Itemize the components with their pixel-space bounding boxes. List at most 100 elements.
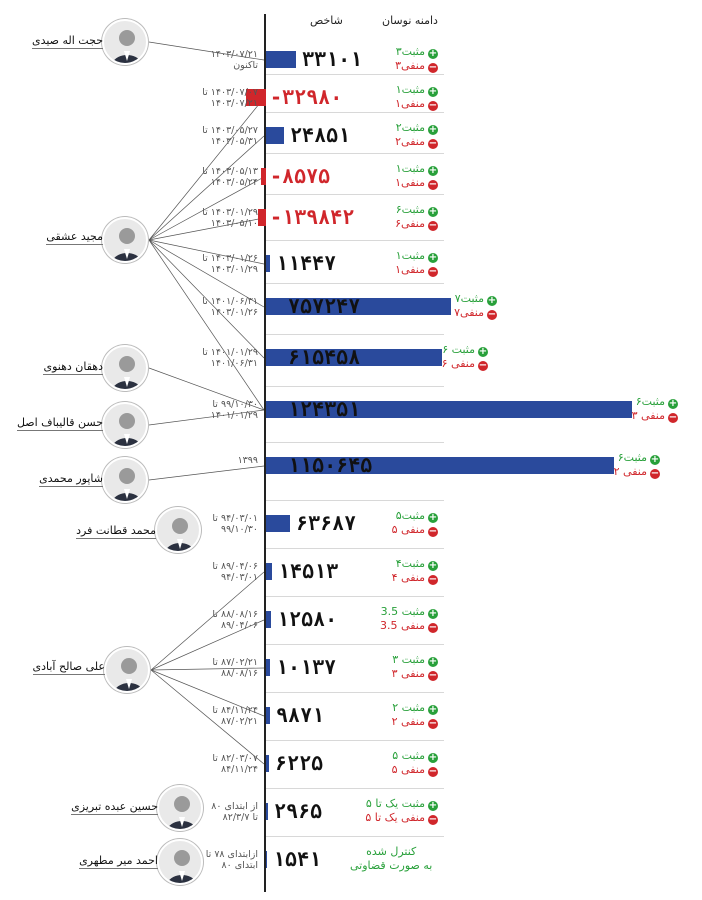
fluctuation-range: کنترل شده به صورت قضاوتی — [350, 845, 432, 873]
person-name: علی صالح آبادی — [32, 660, 105, 675]
connector-line — [150, 669, 265, 765]
minus-icon: − — [428, 718, 438, 729]
index-column-header: شاخص — [310, 14, 343, 27]
fluctuation-range: +مثبت۱ −منفی۱ — [358, 162, 438, 190]
connector-line — [148, 465, 265, 481]
negative-range-text: منفی۱ — [395, 97, 425, 110]
period-line: ۸۸/۰۸/۱۶ — [220, 668, 258, 679]
plus-icon: + — [428, 608, 438, 619]
fluctuation-range: +مثبت۳ −منفی۳ — [358, 45, 438, 73]
row-separator — [266, 334, 444, 335]
fluctuation-range: +مثبت۶ −منفی ۲ — [580, 451, 660, 479]
plus-icon: + — [478, 346, 488, 357]
period-line: ۱۴۰۳/۰۵/۱۳ تا — [202, 166, 258, 177]
row-separator — [266, 74, 444, 75]
fluctuation-range: +مثبت۵ −منفی ۵ — [358, 509, 438, 537]
positive-range-text: مثبت۷ — [454, 292, 484, 305]
plus-icon: + — [428, 86, 438, 97]
fluctuation-range: +مثبت۲ −منفی۲ — [358, 121, 438, 149]
positive-range-text: مثبت ۲ — [392, 701, 425, 714]
minus-icon: − — [428, 670, 438, 681]
bar — [266, 298, 451, 315]
fluctuation-range: +مثبت ۵ −منفی ۵ — [358, 749, 438, 777]
period-label: ۱۴۰۳/۰۱/۲۶ تا ۱۴۰۳/۰۱/۲۹ — [202, 253, 258, 275]
negative-range: −منفی۶ — [358, 217, 438, 231]
bar-value-label: -۱۳۹۸۴۲ — [270, 205, 355, 229]
bar — [266, 611, 271, 628]
period-line: ۸۸/۰۸/۱۶ تا — [212, 609, 258, 620]
positive-range: +مثبت۶ — [580, 451, 660, 465]
connector-line — [148, 176, 265, 241]
bar-value-label: ۹۸۷۱ — [276, 703, 325, 727]
row-separator — [266, 194, 444, 195]
negative-range-text: منفی۷ — [454, 306, 484, 319]
connector-line — [148, 239, 265, 265]
period-label: ۱۴۰۳/۰۷/۲۱ تاکنون — [211, 49, 258, 71]
negative-range-text: منفی۳ — [395, 59, 425, 72]
period-line: ۱۴۰۳/۰۵/۲۷ تا — [202, 125, 258, 136]
positive-range-text: مثبت۱ — [395, 162, 425, 175]
bar — [266, 803, 268, 820]
negative-range: −منفی ۳ — [358, 667, 438, 681]
negative-range-text: منفی ۲ — [391, 715, 425, 728]
positive-range: +مثبت۶ — [598, 395, 678, 409]
person-name: دهقان دهنوی — [43, 360, 103, 375]
fluctuation-range: +مثبت۱ −منفی۱ — [358, 83, 438, 111]
bar — [266, 255, 270, 272]
person-name: حسین عبده تبریزی — [71, 800, 158, 815]
period-label: ۱۴۰۳/۰۵/۲۷ تا ۱۴۰۳/۰۵/۳۱ — [202, 125, 258, 147]
negative-range-text: منفی ۳ — [631, 409, 665, 422]
period-line: از ابتدای ۸۰ — [211, 801, 258, 812]
minus-icon: − — [487, 309, 497, 320]
plus-icon: + — [428, 560, 438, 571]
negative-range: −منفی ۴ — [358, 571, 438, 585]
positive-range-text: مثبت ۵ — [392, 749, 425, 762]
positive-range-text: مثبت۲ — [395, 121, 425, 134]
negative-range: −منفی۷ — [417, 306, 497, 320]
negative-range-text: منفی ۶ — [441, 357, 475, 370]
period-label: ۱۳۹۹ — [238, 455, 258, 466]
person-photo — [102, 457, 148, 503]
negative-range-text: منفی ۴ — [391, 571, 425, 584]
row-separator — [266, 386, 444, 387]
bar-value-label: ۷۵۷۲۴۷ — [288, 294, 361, 318]
positive-range: +مثبت۱ — [358, 162, 438, 176]
minus-icon: − — [478, 360, 488, 371]
plus-icon: + — [428, 252, 438, 263]
period-line: ۱۴۰۱/۰۶/۳۱ تا — [202, 296, 258, 307]
period-label: ۱۴۰۱/۰۶/۳۱ تا ۱۴۰۳/۰۱/۲۶ — [202, 296, 258, 318]
negative-range: −منفی ۵ — [358, 523, 438, 537]
period-line: ۸۹/۰۴/۰۶ تا — [212, 561, 258, 572]
positive-range-text: مثبت۱ — [395, 83, 425, 96]
period-line: ۱۴۰۳/۰۱/۲۶ — [210, 307, 258, 318]
row-separator — [266, 548, 444, 549]
minus-icon: − — [428, 814, 438, 825]
positive-range: +مثبت۷ — [417, 292, 497, 306]
negative-range: −منفی۲ — [358, 135, 438, 149]
period-line: تا ۸۲/۳/۷ — [222, 812, 258, 823]
negative-range: −منفی ۵ — [358, 763, 438, 777]
positive-range-text: مثبت۱ — [395, 249, 425, 262]
connector-line — [148, 97, 265, 241]
positive-range-text: مثبت۴ — [395, 557, 425, 570]
minus-icon: − — [428, 526, 438, 537]
bar — [261, 168, 266, 185]
period-label: از ابتدای ۸۰ تا ۸۲/۳/۷ — [211, 801, 258, 823]
negative-range-text: منفی ۵ — [391, 523, 425, 536]
positive-range-text: مثبت۶ — [617, 451, 647, 464]
row-separator — [266, 442, 444, 443]
row-separator — [266, 596, 444, 597]
bar — [266, 349, 442, 366]
period-line: ۱۴۰۳/۰۷/۰۷ تا — [202, 87, 258, 98]
negative-range: −منفی ۲ — [580, 465, 660, 479]
positive-range: +مثبت۲ — [358, 121, 438, 135]
bar-value-label: ۱۱۴۴۷ — [276, 251, 337, 275]
negative-range-text: منفی ۳ — [391, 667, 425, 680]
period-line: ۸۲/۰۳/۰۷ تا — [212, 753, 258, 764]
period-label: ۹۹/۱۰/۳۰ تا ۱۴۰۱/۰۱/۲۹ — [211, 399, 258, 421]
negative-range: −منفی۱ — [358, 263, 438, 277]
bar — [266, 401, 632, 418]
positive-range: +مثبت یک تا ۵ — [358, 797, 438, 811]
bar-value-label: -۳۲۹۸۰ — [270, 85, 343, 109]
